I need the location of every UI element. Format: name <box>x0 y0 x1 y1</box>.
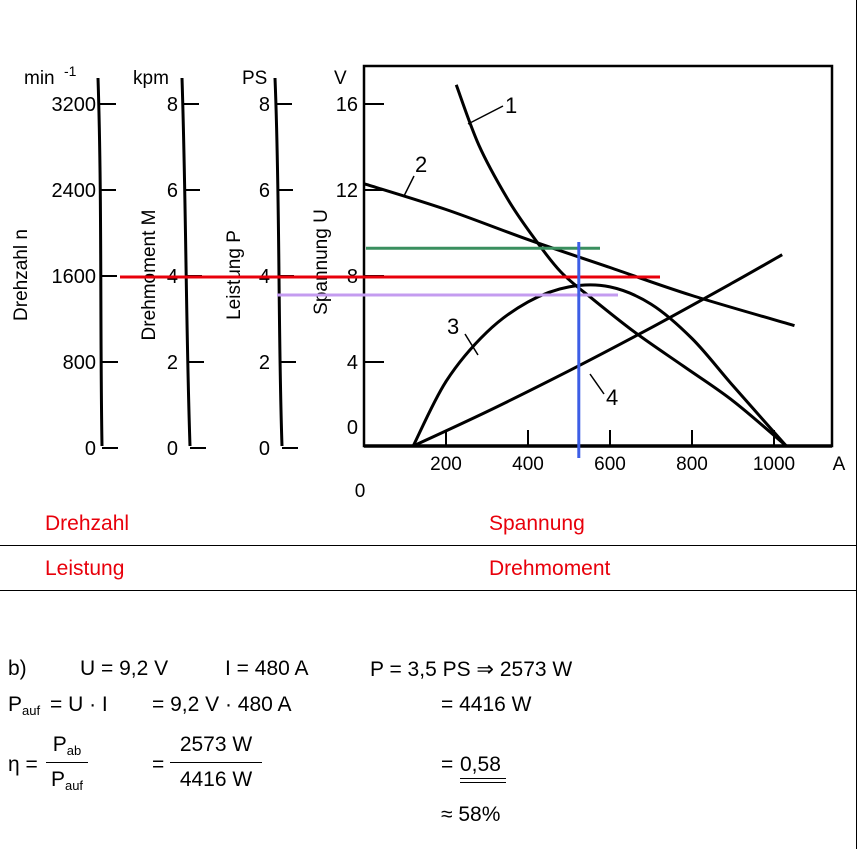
eta-fraction-line <box>46 762 88 763</box>
spannung-axis-label: Spannung U <box>311 209 332 315</box>
legend-spannung: Spannung <box>489 512 585 535</box>
eta-value-fraction-line <box>170 762 262 763</box>
spannung-tick-label: 0 <box>347 417 358 439</box>
curve-4-label: 4 <box>606 385 618 410</box>
eta-percent: ≈ 58% <box>441 803 501 826</box>
divider-1 <box>0 545 857 546</box>
x-tick-label: 1000 <box>753 454 795 475</box>
x-tick-label: 800 <box>676 454 708 475</box>
leistung-scale-line <box>273 77 284 447</box>
eta-denominator: Pauf <box>50 768 84 793</box>
eta-result: 0,58 <box>460 753 501 776</box>
drehzahl-tick-label: 800 <box>63 352 96 374</box>
drehzahl-tick-label: 3200 <box>52 94 97 116</box>
legend-drehmoment: Drehmoment <box>489 557 611 580</box>
leistung-tick-label: 8 <box>259 94 270 116</box>
curve-3-label: 3 <box>447 314 459 339</box>
eta-numerator-value: 2573 W <box>179 733 253 756</box>
curve-1-label: 1 <box>505 93 517 118</box>
voltage-value: U = 9,2 V <box>80 657 169 680</box>
curve-2 <box>363 182 795 328</box>
eta-result-underline-2 <box>460 782 506 783</box>
x-tick-label: 200 <box>430 454 462 475</box>
x-axis-unit: A <box>833 454 846 475</box>
eta-result-underline-1 <box>460 778 506 779</box>
moment-unit: kpm <box>133 68 169 89</box>
spannung-tick-label: 16 <box>336 94 358 116</box>
eta-denominator-value: 4416 W <box>179 768 253 791</box>
moment-tick-label: 6 <box>167 180 178 202</box>
drehzahl-scale-line <box>96 77 104 447</box>
curve-2-leader <box>403 175 415 197</box>
curve-2-label: 2 <box>415 152 427 177</box>
legend-leistung: Leistung <box>45 557 125 580</box>
eta-equals: = <box>152 753 165 776</box>
drehzahl-tick-label: 0 <box>85 438 96 460</box>
leistung-unit: PS <box>242 68 267 89</box>
leistung-tick-label: 0 <box>259 438 270 460</box>
moment-axis-label: Drehmoment M <box>139 210 160 341</box>
eta-symbol: η = <box>8 753 38 776</box>
curve-3 <box>411 283 788 447</box>
plot-frame <box>362 64 834 448</box>
x-axis-origin: 0 <box>355 481 366 502</box>
drehzahl-unit: min <box>24 68 55 89</box>
leistung-axis-label: Leistung P <box>224 230 245 320</box>
eta-result-equals: = <box>441 753 454 776</box>
moment-scale-line <box>180 77 192 447</box>
x-tick-label: 400 <box>512 454 544 475</box>
drehzahl-tick-label: 1600 <box>52 266 97 288</box>
legend-drehzahl: Drehzahl <box>45 512 130 535</box>
curve-1-leader <box>467 105 504 125</box>
spannung-tick-label: 12 <box>336 180 358 202</box>
spannung-unit: V <box>334 68 347 89</box>
pauf-formula: = U · I <box>50 693 108 716</box>
power-value: P = 3,5 PS ⇒ 2573 W <box>370 658 573 681</box>
leistung-tick-label: 6 <box>259 180 270 202</box>
drehzahl-tick-label: 2400 <box>52 180 97 202</box>
pauf-symbol: Pauf <box>8 693 41 718</box>
pauf-substitution: = 9,2 V · 480 A <box>152 693 292 716</box>
eta-numerator: Pab <box>52 733 82 758</box>
curve-4 <box>412 253 783 448</box>
divider-2 <box>0 590 857 591</box>
curve-3-leader <box>464 333 479 356</box>
moment-tick-label: 0 <box>167 438 178 460</box>
x-tick-label: 600 <box>594 454 626 475</box>
curve-4-leader <box>589 373 605 395</box>
drehzahl-unit-exponent: -1 <box>64 63 77 79</box>
leistung-tick-label: 2 <box>259 352 270 374</box>
pauf-result: = 4416 W <box>441 693 532 716</box>
drehzahl-axis-label: Drehzahl n <box>11 229 32 321</box>
part-label: b) <box>8 657 27 680</box>
spannung-tick-label: 4 <box>347 352 358 374</box>
moment-tick-label: 8 <box>167 94 178 116</box>
moment-tick-label: 2 <box>167 352 178 374</box>
current-value: I = 480 A <box>225 657 309 680</box>
